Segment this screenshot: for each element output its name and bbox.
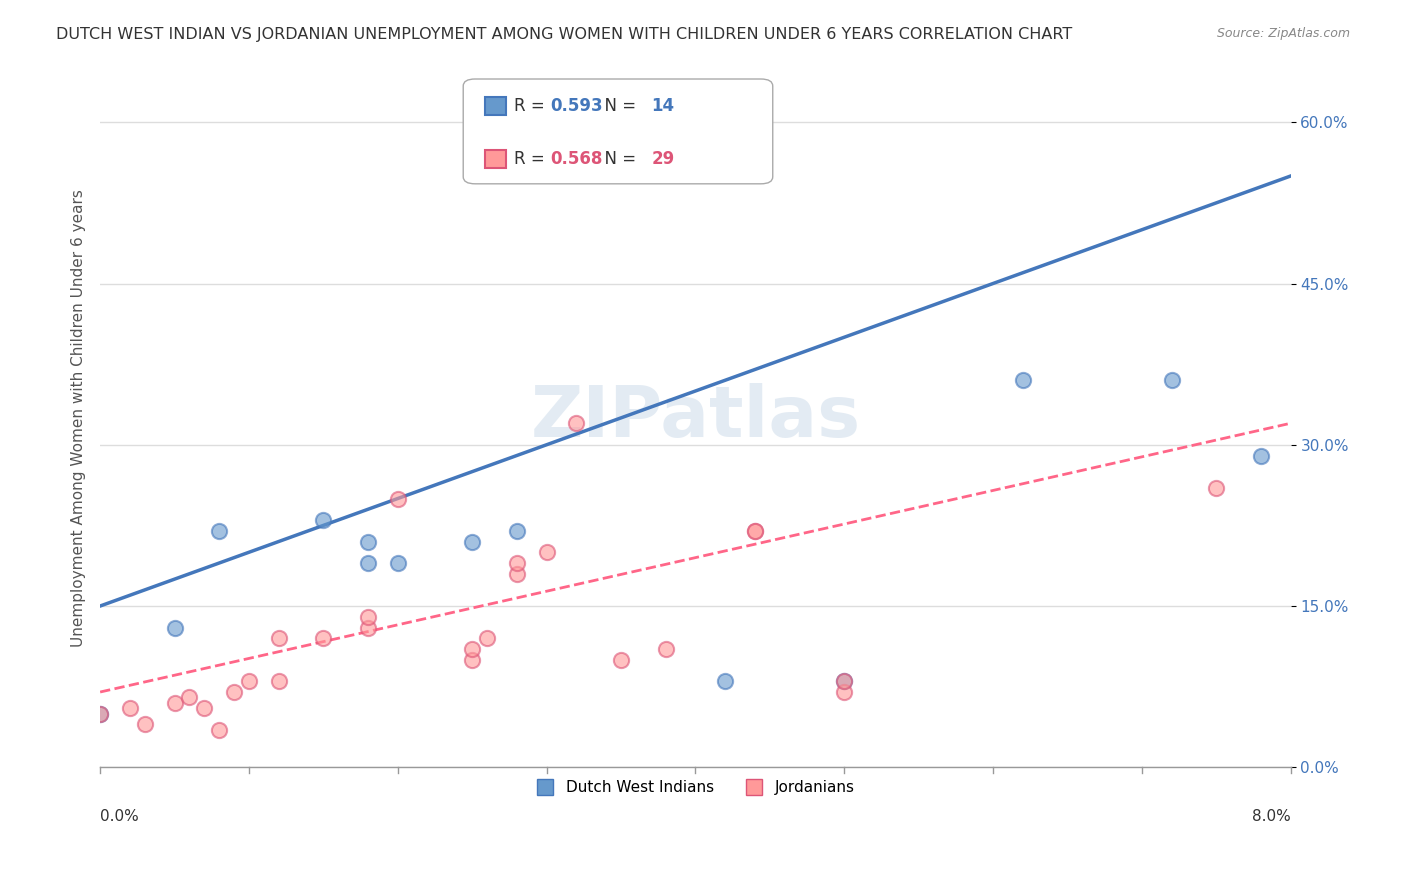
Text: N =: N = — [595, 97, 641, 115]
Point — [387, 556, 409, 570]
Point — [832, 685, 855, 699]
Point — [238, 674, 260, 689]
Point — [89, 706, 111, 721]
Point — [163, 696, 186, 710]
Text: 0.568: 0.568 — [550, 150, 603, 168]
Legend: Dutch West Indians, Jordanians: Dutch West Indians, Jordanians — [529, 774, 862, 802]
Point — [387, 491, 409, 506]
Point — [714, 674, 737, 689]
Point — [461, 642, 484, 657]
Point — [267, 632, 290, 646]
Point — [208, 524, 231, 538]
Point — [357, 534, 380, 549]
Point — [461, 653, 484, 667]
Bar — [485, 150, 506, 168]
Y-axis label: Unemployment Among Women with Children Under 6 years: Unemployment Among Women with Children U… — [72, 189, 86, 647]
Text: R =: R = — [515, 150, 550, 168]
Bar — [485, 97, 506, 115]
Point — [357, 620, 380, 634]
Point — [506, 566, 529, 581]
Point — [134, 717, 156, 731]
Text: 8.0%: 8.0% — [1251, 809, 1291, 824]
Point — [536, 545, 558, 559]
Point — [832, 674, 855, 689]
Text: 29: 29 — [651, 150, 675, 168]
Point — [610, 653, 633, 667]
Point — [461, 534, 484, 549]
Point — [832, 674, 855, 689]
Text: 0.593: 0.593 — [550, 97, 603, 115]
Point — [1160, 373, 1182, 387]
Point — [193, 701, 215, 715]
Point — [1250, 449, 1272, 463]
Point — [475, 632, 498, 646]
Point — [163, 620, 186, 634]
Point — [357, 609, 380, 624]
Point — [1205, 481, 1227, 495]
Point — [222, 685, 245, 699]
Point — [312, 513, 335, 527]
Text: ZIPatlas: ZIPatlas — [530, 384, 860, 452]
Point — [744, 524, 766, 538]
Point — [179, 690, 201, 705]
Point — [357, 556, 380, 570]
Text: Source: ZipAtlas.com: Source: ZipAtlas.com — [1216, 27, 1350, 40]
Text: N =: N = — [595, 150, 641, 168]
Point — [1011, 373, 1033, 387]
Point — [89, 706, 111, 721]
Point — [565, 417, 588, 431]
Text: DUTCH WEST INDIAN VS JORDANIAN UNEMPLOYMENT AMONG WOMEN WITH CHILDREN UNDER 6 YE: DUTCH WEST INDIAN VS JORDANIAN UNEMPLOYM… — [56, 27, 1073, 42]
Text: 0.0%: 0.0% — [100, 809, 139, 824]
Text: 14: 14 — [651, 97, 675, 115]
Text: R =: R = — [515, 97, 550, 115]
Point — [267, 674, 290, 689]
Point — [506, 524, 529, 538]
Point — [312, 632, 335, 646]
Point — [744, 524, 766, 538]
Point — [118, 701, 141, 715]
Point — [208, 723, 231, 737]
Point — [506, 556, 529, 570]
Point — [654, 642, 676, 657]
FancyBboxPatch shape — [463, 79, 773, 184]
